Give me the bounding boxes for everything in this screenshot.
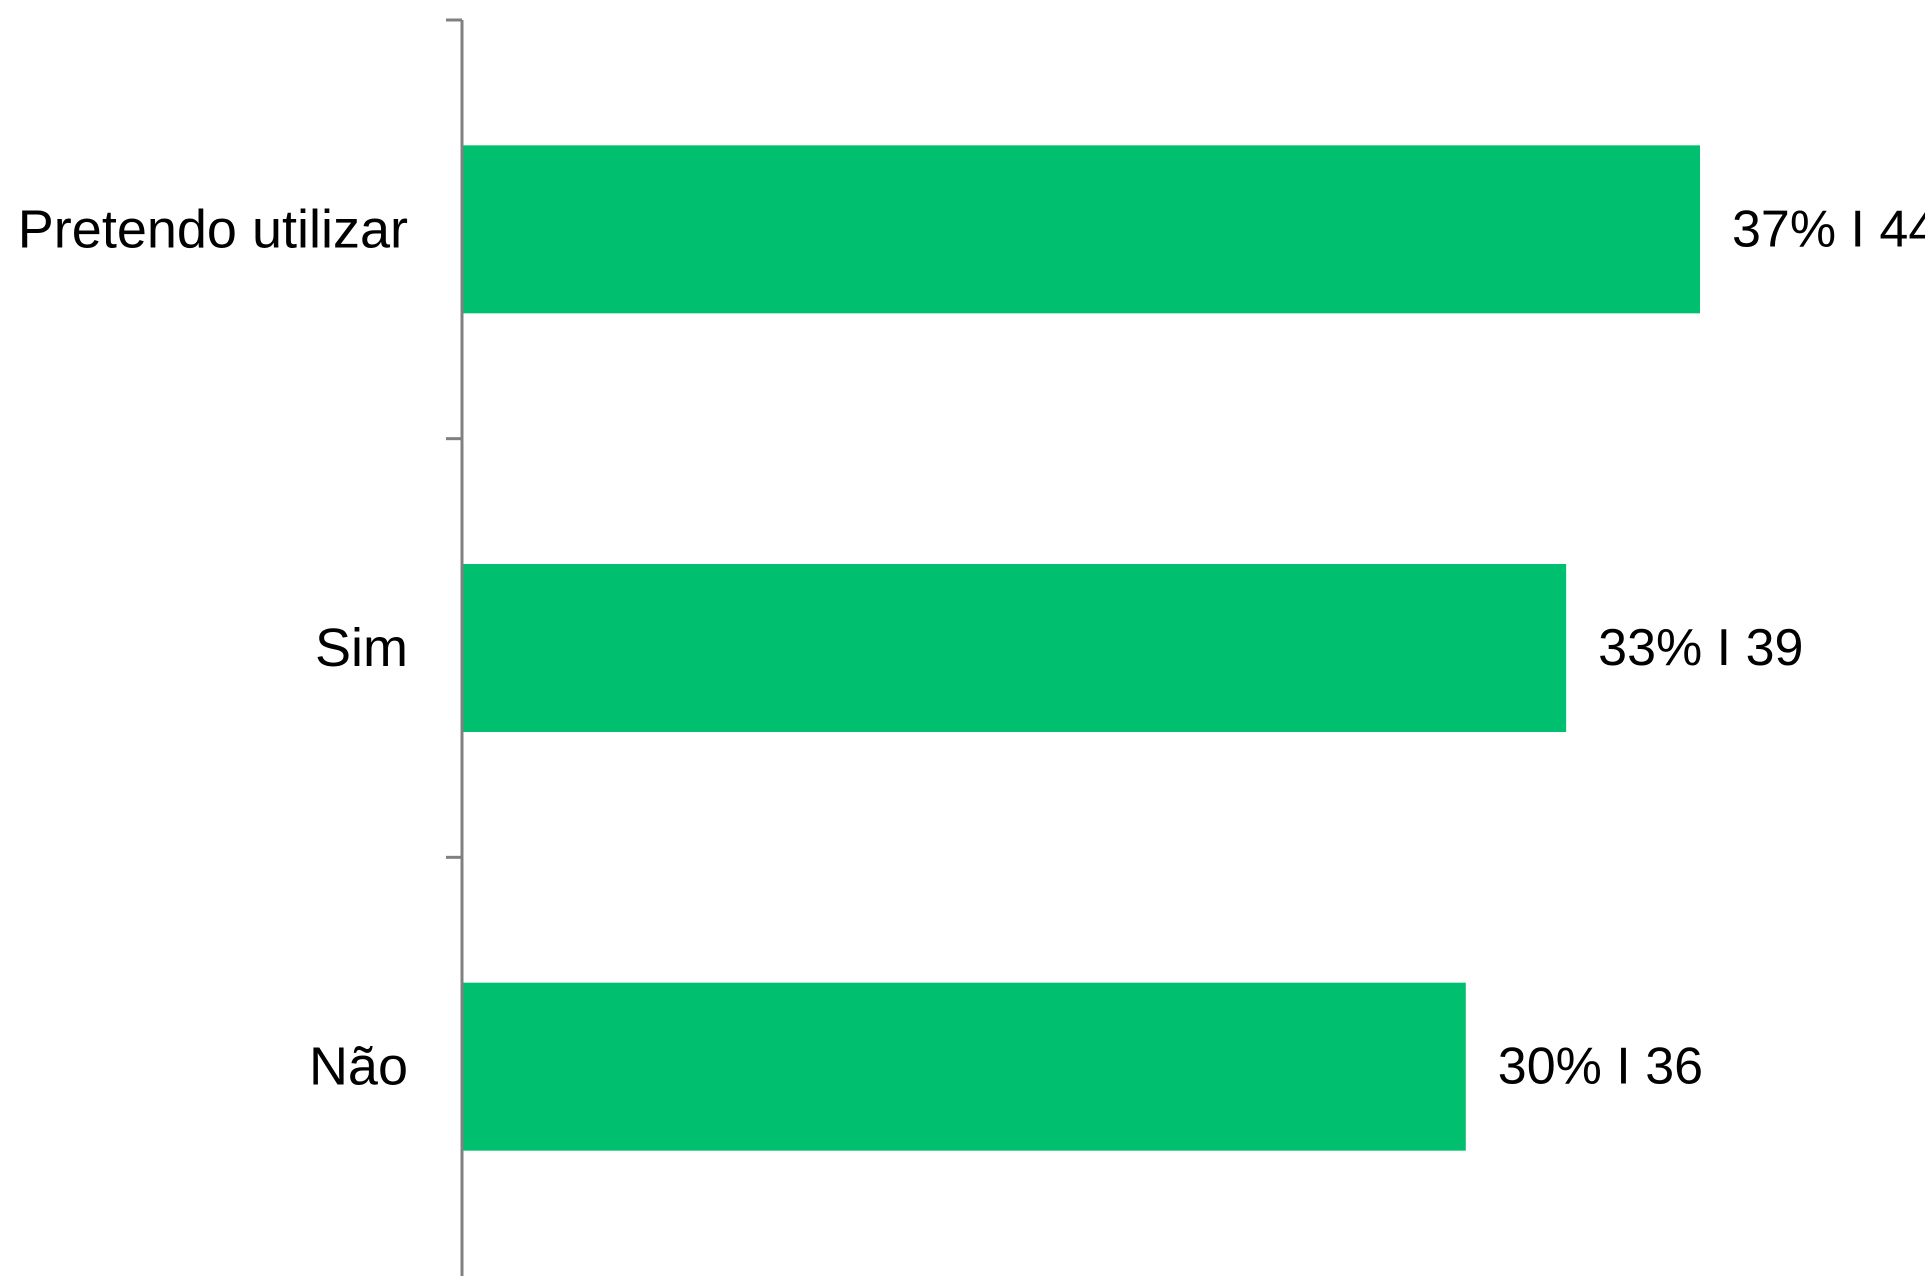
category-label-2: Não (309, 1037, 408, 1097)
labels-layer: Pretendo utilizar 37% I 44 Sim 33% I 39 Não 3… (18, 199, 1925, 1096)
y-axis (446, 18, 464, 1276)
bar-1 (462, 564, 1567, 732)
category-label-1: Sim (315, 618, 408, 678)
data-label-2: 30% I 36 (1498, 1038, 1703, 1096)
data-label-1: 33% I 39 (1598, 619, 1803, 677)
category-label-0: Pretendo utilizar (18, 199, 408, 259)
bar-2 (462, 982, 1466, 1151)
bar-0 (462, 145, 1700, 314)
bars-layer (462, 145, 1700, 1151)
data-label-0: 37% I 44 (1732, 200, 1925, 258)
